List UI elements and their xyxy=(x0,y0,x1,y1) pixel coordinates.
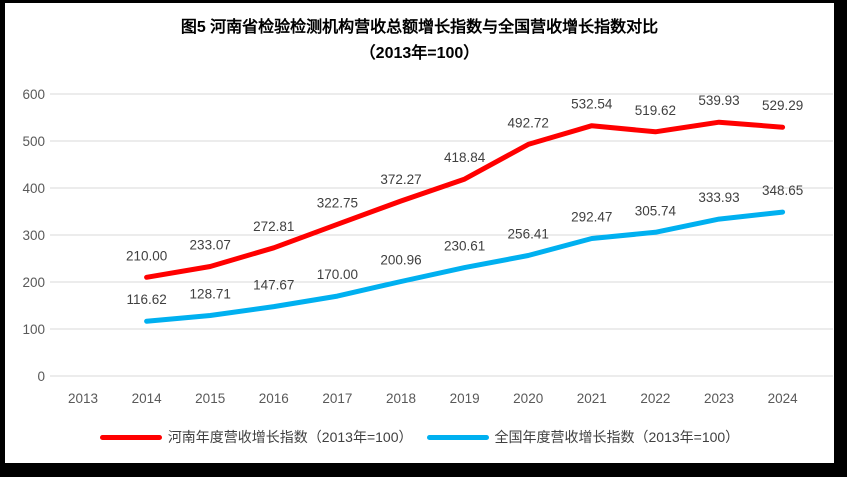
x-axis-tick-label: 2022 xyxy=(640,391,670,406)
data-label-series-0: 272.81 xyxy=(253,219,294,234)
data-label-series-0: 233.07 xyxy=(190,237,231,252)
chart-frame: 图5 河南省检验检测机构营收总额增长指数与全国营收增长指数对比 （2013年=1… xyxy=(5,3,834,463)
data-label-series-0: 372.27 xyxy=(380,172,421,187)
chart-title-line2: （2013年=100） xyxy=(359,45,480,62)
y-axis-tick-label: 400 xyxy=(22,181,45,196)
data-label-series-0: 418.84 xyxy=(444,150,486,165)
data-label-series-1: 128.71 xyxy=(190,287,231,302)
legend-item-national: 全国年度营收增长指数（2013年=100） xyxy=(426,427,740,447)
chart-title: 图5 河南省检验检测机构营收总额增长指数与全国营收增长指数对比 （2013年=1… xyxy=(5,15,834,67)
x-axis-tick-label: 2020 xyxy=(513,391,543,406)
data-label-series-1: 147.67 xyxy=(253,278,294,293)
legend-label-henan: 河南年度营收增长指数（2013年=100） xyxy=(167,429,413,445)
y-axis-tick-label: 0 xyxy=(37,369,45,384)
x-axis-tick-label: 2021 xyxy=(577,391,607,406)
data-label-series-1: 170.00 xyxy=(317,267,358,282)
data-label-series-1: 333.93 xyxy=(698,190,739,205)
data-label-series-1: 200.96 xyxy=(380,253,421,268)
x-axis-tick-label: 2014 xyxy=(132,391,163,406)
x-axis-tick-label: 2023 xyxy=(704,391,734,406)
data-label-series-1: 292.47 xyxy=(571,210,612,225)
data-label-series-0: 210.00 xyxy=(126,248,167,263)
y-axis-tick-label: 500 xyxy=(22,134,45,149)
y-axis-tick-label: 300 xyxy=(22,228,45,243)
data-label-series-1: 305.74 xyxy=(635,203,677,218)
data-label-series-0: 519.62 xyxy=(635,103,676,118)
data-label-series-0: 322.75 xyxy=(317,195,358,210)
national-series-line-icon xyxy=(426,434,489,440)
data-label-series-1: 348.65 xyxy=(762,183,803,198)
data-label-series-1: 230.61 xyxy=(444,239,485,254)
henan-series-line-icon xyxy=(99,434,162,440)
x-axis-tick-label: 2016 xyxy=(259,391,289,406)
data-label-series-0: 539.93 xyxy=(698,93,739,108)
data-label-series-0: 492.72 xyxy=(508,115,549,130)
x-axis-tick-label: 2019 xyxy=(450,391,480,406)
x-axis-tick-label: 2024 xyxy=(768,391,799,406)
data-label-series-0: 532.54 xyxy=(571,97,613,112)
line-chart-plot: 0 100 200 300 400 500 600 2013 2014 2015 2016 2017 2… xyxy=(22,87,833,406)
series-line-0 xyxy=(144,119,786,280)
series-line-1 xyxy=(144,209,786,324)
data-label-series-1: 256.41 xyxy=(508,226,549,241)
y-axis-tick-label: 200 xyxy=(22,275,45,290)
x-axis-tick-label: 2013 xyxy=(68,391,98,406)
data-label-series-0: 529.29 xyxy=(762,98,803,113)
legend-item-henan: 河南年度营收增长指数（2013年=100） xyxy=(99,427,413,447)
data-label-series-1: 116.62 xyxy=(126,292,166,307)
x-axis-tick-label: 2018 xyxy=(386,391,416,406)
chart-legend: 河南年度营收增长指数（2013年=100） 全国年度营收增长指数（2013年=1… xyxy=(5,427,834,447)
legend-label-national: 全国年度营收增长指数（2013年=100） xyxy=(494,429,740,445)
x-axis-tick-label: 2017 xyxy=(322,391,352,406)
y-axis-tick-label: 600 xyxy=(22,87,45,102)
chart-title-line1: 图5 河南省检验检测机构营收总额增长指数与全国营收增长指数对比 xyxy=(180,19,659,36)
x-axis-tick-label: 2015 xyxy=(195,391,225,406)
y-axis-tick-label: 100 xyxy=(22,322,45,337)
